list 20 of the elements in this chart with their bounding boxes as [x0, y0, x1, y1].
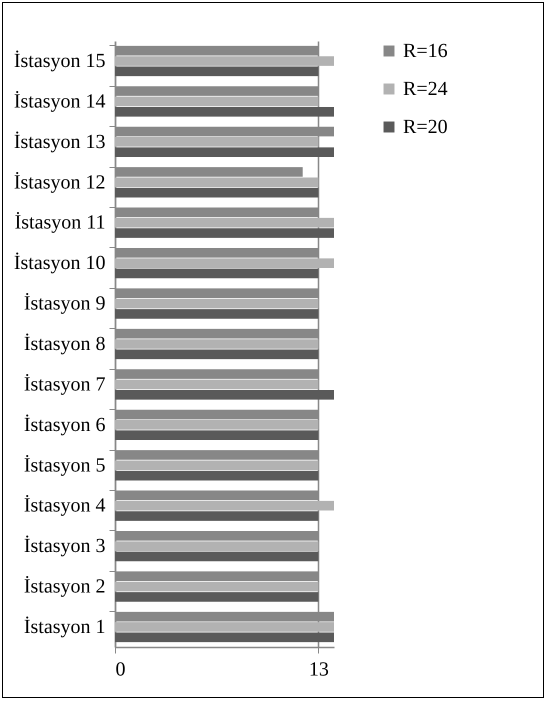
x-tick-label: 0 — [116, 658, 126, 680]
y-tick-label: İstasyon 2 — [24, 576, 106, 598]
y-tick-label: İstasyon 8 — [24, 333, 106, 355]
legend-label: R=16 — [403, 40, 448, 62]
y-tick-label: İstasyon 5 — [24, 454, 106, 476]
y-tick-label: İstasyon 12 — [14, 171, 106, 194]
y-tick-label: İstasyon 14 — [14, 90, 106, 112]
y-tick-label: İstasyon 7 — [24, 373, 106, 396]
y-tick-label: İstasyon 6 — [24, 414, 106, 436]
y-tick-label: İstasyon 3 — [24, 535, 106, 558]
x-tick-label: 13 — [308, 658, 329, 680]
y-tick-label: İstasyon 1 — [24, 616, 106, 638]
y-tick-label: İstasyon 11 — [14, 212, 106, 234]
legend-label: R=24 — [403, 78, 448, 100]
y-tick-label: İstasyon 10 — [14, 252, 106, 274]
y-tick-label: İstasyon 4 — [24, 494, 106, 517]
y-tick-label: İstasyon 9 — [24, 292, 106, 315]
legend-label: R=20 — [403, 116, 448, 138]
y-tick-label: İstasyon 15 — [14, 50, 106, 72]
y-tick-label: İstasyon 13 — [14, 130, 106, 153]
